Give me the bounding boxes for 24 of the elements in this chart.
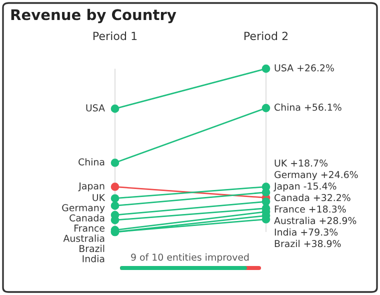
series-label: UK <box>92 194 106 202</box>
annotation: UK +18.7% <box>274 160 328 167</box>
series-label: Germany <box>62 204 105 214</box>
series-label: Australia <box>63 234 104 242</box>
text: Brazil +38.9% <box>274 240 341 248</box>
series-label: China <box>78 158 104 166</box>
annotation: China +56.1% <box>274 103 342 111</box>
series-label: USA <box>86 104 105 112</box>
annotation: France +18.3% <box>274 206 346 213</box>
text: India <box>82 254 104 262</box>
annotation: Japan -15.4% <box>274 182 336 192</box>
annotation: Canada +32.2% <box>274 194 350 202</box>
series-label: Brazil <box>80 244 104 252</box>
chart-title: Revenue by Country <box>11 8 176 24</box>
annotation: Australia +28.9% <box>274 216 356 224</box>
annotation: USA +26.2% <box>274 64 334 72</box>
series-label: Japan <box>78 182 104 192</box>
series-label: France <box>74 224 104 232</box>
x-tick-label: Period 2 <box>244 32 288 40</box>
series-label: Canada <box>70 214 104 222</box>
annotation: India +79.3% <box>274 228 338 236</box>
x-tick-label: Period 1 <box>93 32 137 40</box>
annotation: Germany +24.6% <box>274 171 358 180</box>
text: 9 of 10 entities improved <box>131 253 249 263</box>
